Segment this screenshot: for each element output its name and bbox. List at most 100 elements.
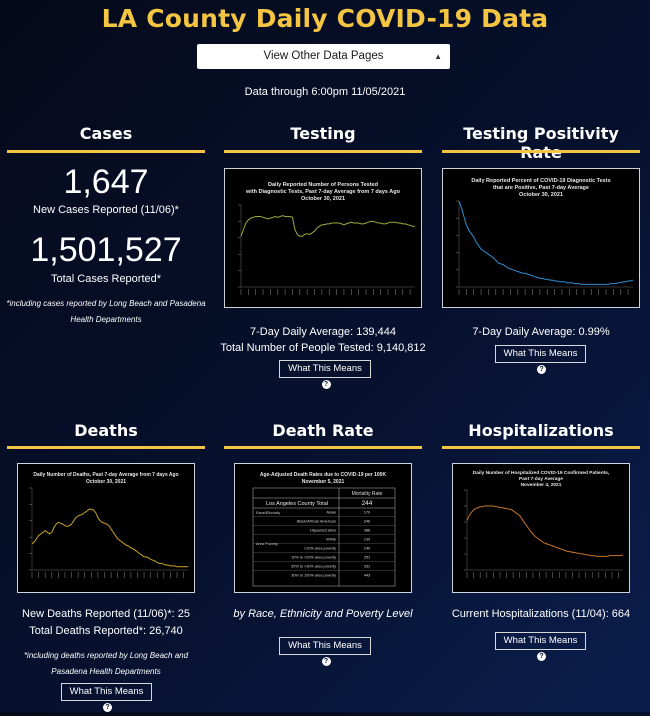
death-rate-rows: Asian 170 Black/African American 246 Hispani… [253,511,395,578]
death-rate-row-label: White [326,538,336,542]
death-rate-row-value: 251 [364,556,370,560]
positivity-chart-svg: Daily Reported Percent of COVID-19 Diagn… [456,178,634,295]
testing-chart: Daily Reported Number of Persons Tested … [224,168,422,308]
deaths-heading: Deaths [74,421,138,440]
death-rate-row-value: 170 [364,511,370,515]
death-rate-row-value: 139 [364,538,370,542]
deaths-chart-plot [29,487,188,578]
hosp-chart-title-1: Daily Number of Hospitalized COVID-19 Co… [473,470,610,476]
data-through-text: Data through 6:00pm 11/05/2021 [244,86,406,98]
testing-what-this-means-button[interactable]: What This Means? [279,360,371,389]
testing-series-line [240,215,415,237]
positivity-divider [442,150,640,153]
positivity-series-line [458,200,634,285]
race-group-label: Race/Ethnicity [256,511,280,515]
question-icon: ? [103,703,112,712]
testing-chart-plot [238,204,415,295]
button-label: What This Means [69,686,144,697]
death-rate-table-svg: Age-Adjusted Death Rates due to COVID-19… [252,472,396,587]
positivity-chart-title-1: Daily Reported Percent of COVID-19 Diagn… [471,178,610,184]
updown-caret-icon: ▲ [434,52,442,61]
cases-footnote-line1: *including cases reported by Long Beach … [6,299,206,308]
death-rate-row-value: 140 [364,547,370,551]
hosp-series-line [466,505,624,557]
deaths-chart-title-2: October 30, 2021 [86,479,126,485]
mortality-rate-col-header: Mortality Rate [352,491,383,497]
death-rate-title-1: Age-Adjusted Death Rates due to COVID-19… [260,472,387,478]
death-rate-row-label: Asian [327,511,337,515]
question-icon: ? [537,365,546,374]
question-icon: ? [321,657,331,666]
cases-footnote-line2: Health Departments [70,315,142,324]
deaths-series-line [31,508,188,568]
death-rate-divider [224,446,422,449]
deaths-footnote-line2: Pasadena Health Departments [51,667,161,676]
hospitalizations-heading: Hospitalizations [468,421,614,440]
death-rate-what-this-means-button[interactable]: What This Means? [279,637,371,666]
testing-total: Total Number of People Tested: 9,140,812 [220,342,426,354]
new-cases-label: New Cases Reported (11/06)* [33,204,179,216]
death-rate-title-2: November 5, 2021 [302,479,345,485]
question-icon: ? [537,652,546,661]
death-rate-row-label: Hispanic/Latino [310,529,336,533]
positivity-heading: Testing Positivity Rate [463,124,619,162]
page-title: LA County Daily COVID-19 Data [101,4,549,33]
total-cases-label: Total Cases Reported* [50,273,162,285]
new-deaths: New Deaths Reported (11/06)*: 25 [22,608,190,620]
deaths-footnote-line1: *including deaths reported by Long Beach… [23,651,189,660]
county-total-value: 244 [362,500,373,507]
death-rate-row-value: 246 [364,520,370,524]
button-label: What This Means [503,348,578,359]
button-label: What This Means [288,363,362,374]
hospitalizations-chart-svg: Daily Number of Hospitalized COVID-19 Co… [464,470,624,578]
hospitalizations-what-this-means-button[interactable]: What This Means? [495,632,586,661]
testing-chart-svg: Daily Reported Number of Persons Tested … [238,182,415,295]
cases-footnote: *including cases reported by Long Beach … [2,296,210,328]
testing-chart-title-3: October 30, 2021 [301,196,345,202]
death-rate-row-label: 30% to 100% area poverty [291,574,336,578]
death-rate-row-label: 10% to <20% area poverty [291,556,336,560]
death-rate-table-border [252,487,396,587]
current-hospitalizations: Current Hospitalizations (11/04): 664 [451,608,631,620]
death-rate-row-label: Black/African American [297,520,336,524]
deaths-what-this-means-button[interactable]: What This Means? [61,683,152,712]
button-label: What This Means [288,640,362,651]
death-rate-row-label: 20% to <30% area poverty [291,565,336,569]
death-rate-heading: Death Rate [272,421,374,440]
positivity-average: 7-Day Daily Average: 0.99% [472,326,610,338]
hospitalizations-divider [442,446,640,449]
hospitalizations-chart: Daily Number of Hospitalized COVID-19 Co… [452,463,630,593]
testing-heading: Testing [290,124,356,143]
positivity-chart-title-2: that are Positive, Past 7-day Average [493,185,589,191]
testing-chart-title-1: Daily Reported Number of Persons Tested [268,182,378,188]
deaths-divider [7,446,205,449]
testing-divider [224,150,422,153]
new-cases-value: 1,647 [63,163,149,201]
death-rate-row-value: 331 [364,565,370,569]
other-data-pages-select[interactable]: View Other Data Pages ▲ [197,44,450,69]
select-label: View Other Data Pages [263,50,384,62]
hospitalizations-chart-plot [464,489,624,578]
deaths-chart: Daily Number of Deaths, Past 7-day Avera… [17,463,195,593]
positivity-what-this-means-button[interactable]: What This Means? [495,345,586,374]
deaths-chart-title-1: Daily Number of Deaths, Past 7-day Avera… [33,472,178,478]
button-label: What This Means [503,635,578,646]
hosp-chart-title-2: Past 7-day Average [519,476,563,482]
deaths-footnote: *including deaths reported by Long Beach… [7,648,205,680]
death-rate-table-image: Age-Adjusted Death Rates due to COVID-19… [234,463,412,593]
cases-heading: Cases [79,124,133,143]
positivity-chart-title-3: October 30, 2021 [519,192,563,198]
positivity-chart-plot [456,200,634,295]
testing-average: 7-Day Daily Average: 139,444 [250,326,396,338]
death-rate-row-value: 388 [364,529,370,533]
question-icon: ? [321,380,331,389]
poverty-group-label: Area Poverty [256,542,278,546]
death-rate-row-value: 443 [364,574,370,578]
death-rate-caption: by Race, Ethnicity and Poverty Level [233,608,413,620]
death-rate-row-label: <10% area poverty [304,547,336,551]
cases-divider [7,150,205,153]
testing-chart-title-2: with Diagnostic Tests, Past 7-day Averag… [245,189,401,195]
total-cases-value: 1,501,527 [30,231,182,269]
positivity-chart: Daily Reported Percent of COVID-19 Diagn… [442,168,640,308]
county-total-label: Los Angeles County Total [266,501,328,507]
